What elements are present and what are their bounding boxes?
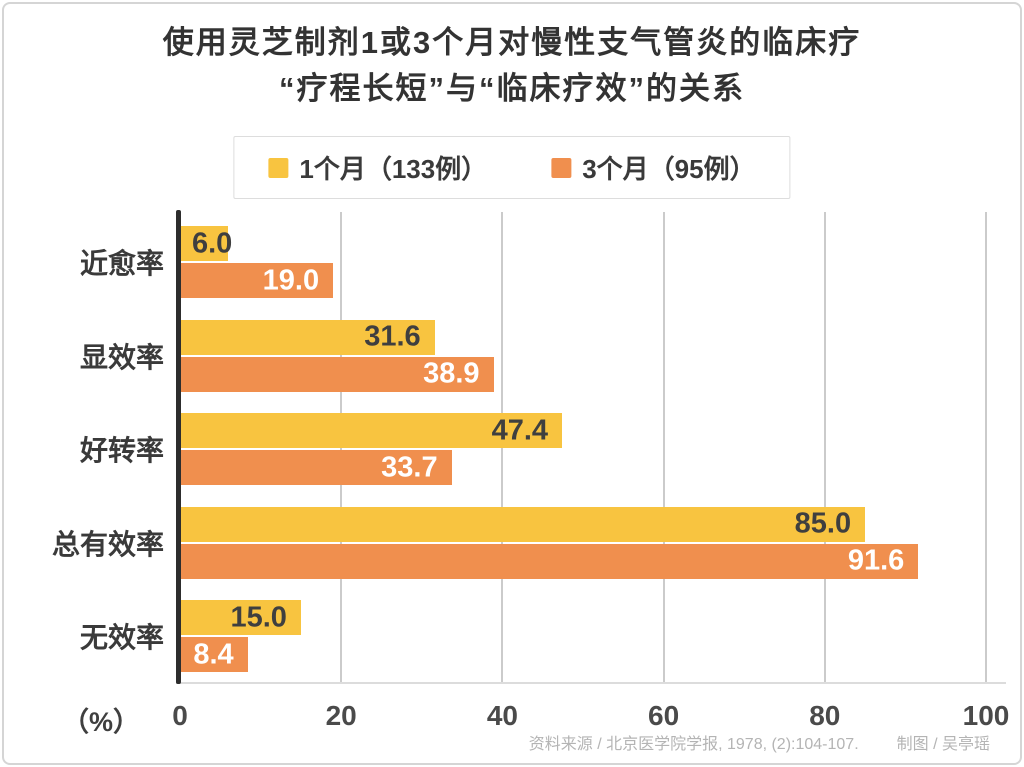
plot-area: （%） 0 20 40 60 80 100 近愈率 6.0 19.0 显效率 31.6 38.9 好转率…: [52, 210, 1009, 737]
x-axis-line: [176, 682, 1006, 684]
x-axis-unit-label: （%）: [61, 707, 140, 737]
bar-series-1-category-4: 85.0: [180, 506, 866, 542]
category-label-3: 好转率: [79, 435, 164, 467]
gridline-60: [662, 212, 665, 682]
credit-note: 制图 / 吴亭瑶: [896, 736, 990, 753]
bar-group-4: 总有效率 85.0 91.6: [52, 495, 986, 589]
bar-series-2-category-5: 8.4: [180, 637, 248, 673]
bar-value-label: 31.6: [364, 320, 421, 353]
bar-value-label: 91.6: [847, 544, 905, 577]
legend: 1个月（133例） 3个月（95例）: [233, 136, 791, 199]
bar-group-1: 近愈率 6.0 19.0: [80, 214, 986, 308]
category-label-2: 显效率: [79, 341, 164, 373]
bar-series-2-category-2: 38.9: [180, 356, 494, 392]
bar-series-1-category-2: 31.6: [180, 319, 435, 355]
bar-series-2-category-4: 91.6: [180, 543, 919, 579]
category-label-1: 近愈率: [79, 248, 164, 279]
x-tick-label-0: 0: [172, 700, 188, 731]
source-note: 资料来源 / 北京医学院学报, 1978, (2):104-107.: [528, 736, 859, 753]
bar-group-5: 无效率 15.0 8.4: [80, 588, 986, 682]
bar-group-2: 显效率 31.6 38.9: [80, 308, 986, 402]
bar-value-label: 38.9: [423, 357, 480, 390]
x-tick-label-100: 100: [962, 700, 1010, 731]
x-tick-label-40: 40: [486, 700, 518, 731]
bar-value-label: 33.7: [381, 451, 438, 484]
legend-item-1-month: 1个月（133例）: [268, 149, 487, 186]
bar-value-label: 6.0: [192, 227, 233, 259]
bar-value-label: 47.4: [491, 414, 549, 447]
x-tick-label-20: 20: [325, 700, 357, 731]
bar-value-label: 85.0: [794, 507, 852, 540]
category-label-5: 无效率: [79, 622, 164, 654]
bar-value-label: 19.0: [262, 264, 320, 296]
bar-series-2-category-3: 33.7: [180, 450, 452, 486]
gridline-80: [823, 212, 826, 682]
y-axis-line: [176, 210, 181, 684]
bar-series-1-category-5: 15.0: [180, 600, 301, 636]
gridline-100: [985, 212, 987, 682]
x-tick-label-60: 60: [648, 700, 680, 731]
legend-swatch-3-month: [551, 157, 572, 178]
bar-series-1-category-1: 6.0: [180, 226, 232, 261]
x-tick-label-80: 80: [809, 700, 841, 731]
bar-series-1-category-3: 47.4: [180, 413, 563, 449]
bar-value-label: 8.4: [193, 638, 234, 671]
legend-item-3-month: 3个月（95例）: [551, 149, 756, 186]
bar-series-2-category-1: 19.0: [180, 263, 334, 298]
legend-label-3-month: 3个月（95例）: [582, 154, 756, 184]
legend-swatch-1-month: [268, 157, 289, 178]
footer: 资料来源 / 北京医学院学报, 1978, (2):104-107. 制图 / …: [529, 730, 990, 754]
chart-title-line1: 使用灵芝制剂1或3个月对慢性支气管炎的临床疗: [162, 25, 862, 60]
legend-label-1-month: 1个月（133例）: [299, 154, 488, 184]
chart-title-line2: “疗程长短”与“临床疗效”的关系: [279, 71, 745, 106]
category-label-4: 总有效率: [51, 528, 164, 560]
bar-value-label: 15.0: [230, 601, 287, 634]
chart-title: 使用灵芝制剂1或3个月对慢性支气管炎的临床疗 “疗程长短”与“临床疗效”的关系: [4, 20, 1020, 112]
bar-group-3: 好转率 47.4 33.7: [80, 401, 986, 495]
